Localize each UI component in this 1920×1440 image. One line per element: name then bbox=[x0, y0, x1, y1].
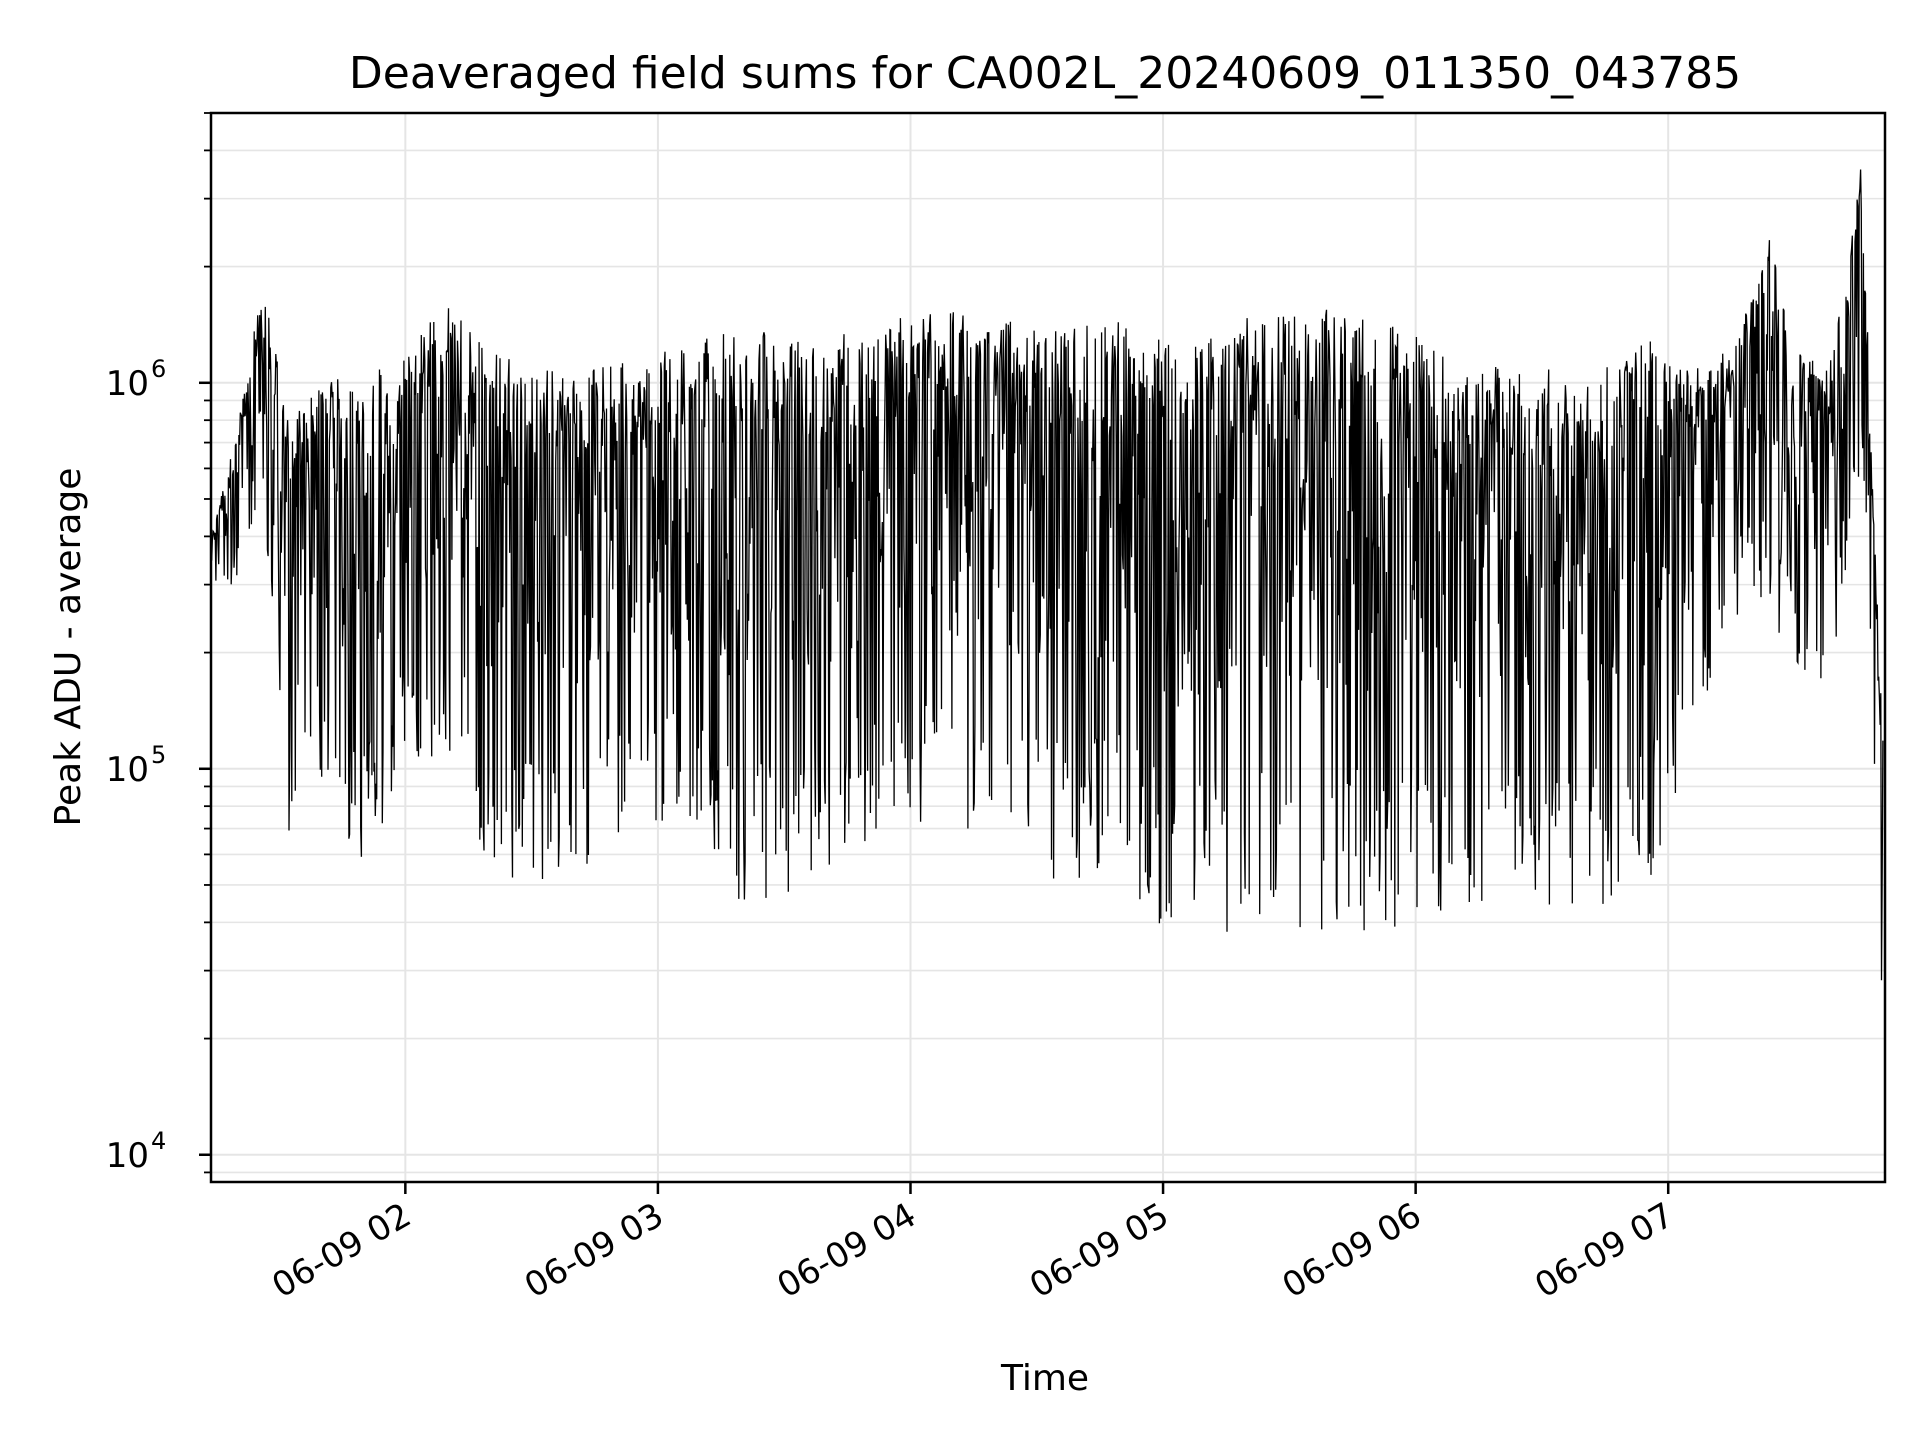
plot-frame bbox=[209, 111, 1887, 1184]
y-tick-label: 10 bbox=[106, 1136, 149, 1176]
series-line-group bbox=[211, 169, 1884, 981]
y-tick-exponent: 5 bbox=[151, 741, 166, 769]
y-tick-label: 10 bbox=[106, 364, 149, 404]
chart-title: Deaveraged field sums for CA002L_2024060… bbox=[349, 48, 1741, 99]
y-axis-label: Peak ADU - average bbox=[48, 468, 89, 827]
series-line bbox=[211, 169, 1884, 981]
y-tick-label: 10 bbox=[106, 750, 149, 790]
x-axis-label: Time bbox=[1000, 1358, 1089, 1399]
y-tick-exponent: 6 bbox=[151, 355, 166, 383]
y-tick-exponent: 4 bbox=[151, 1127, 166, 1155]
